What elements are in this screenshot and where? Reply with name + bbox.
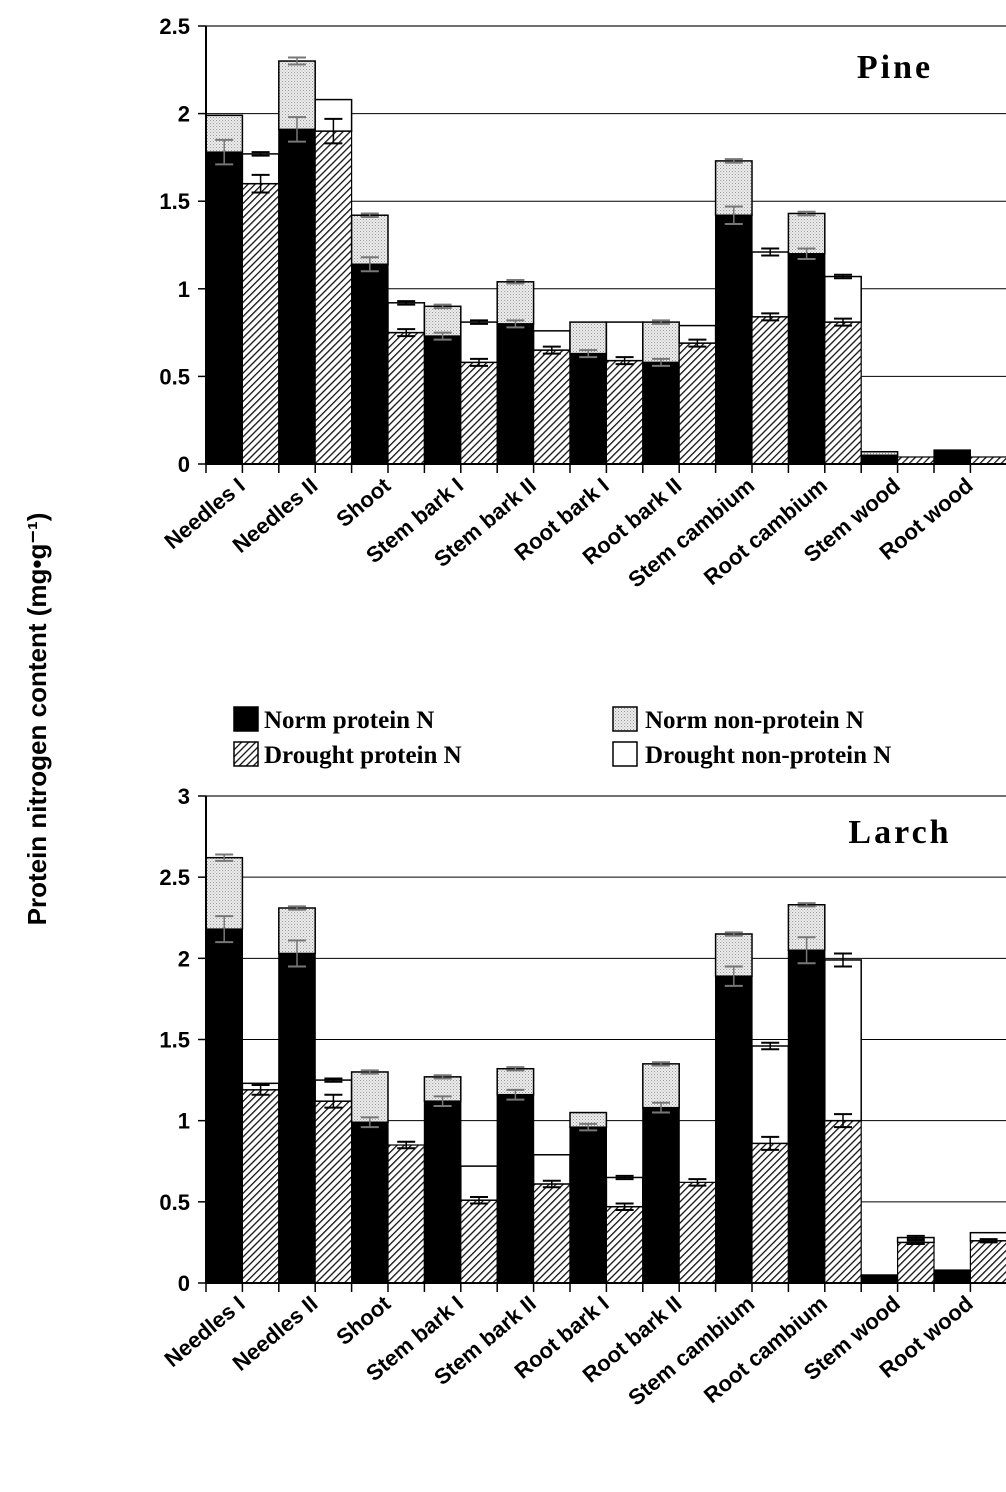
drought-protein-bar [751,316,790,465]
drought-protein-bar [387,1144,426,1284]
legend-label-norm-protein: Norm protein N [264,707,434,734]
drought-protein-bar [969,456,1006,465]
norm-nonprotein-bar [350,214,389,266]
norm-protein-bar [933,449,972,465]
y-tick-label: 2 [178,946,190,971]
norm-protein-bar [278,128,316,465]
drought-protein-bar [241,1089,280,1284]
legend-label-norm-nonprotein: Norm non-protein N [645,707,864,734]
norm-nonprotein-bar [569,321,608,355]
category-label: Stem cambium [623,473,759,593]
norm-protein-bar [860,1274,899,1284]
drought-protein-bar [605,360,644,465]
category-label: Shoot [331,1290,395,1350]
norm-nonprotein-bar [642,321,680,364]
norm-protein-bar [642,1107,680,1284]
legend-swatch-norm-protein [233,706,259,732]
norm-protein-bar [569,1126,608,1284]
panel-title: Larch [848,814,951,851]
norm-protein-bar [496,323,535,465]
drought-nonprotein-bar [460,1165,498,1201]
legend: Norm protein N Norm non-protein N Drough… [233,706,891,769]
norm-nonprotein-bar [423,305,462,337]
y-tick-label: 0 [178,452,190,477]
drought-protein-bar [824,1120,862,1284]
drought-protein-bar [605,1206,644,1284]
drought-protein-bar [387,332,426,465]
y-axis-label: Protein nitrogen content (mg•g⁻¹) [22,513,52,926]
norm-protein-bar [714,975,753,1284]
y-tick-label: 1 [178,277,190,302]
norm-protein-bar [642,361,680,465]
category-label: Root cambium [699,1291,832,1408]
norm-protein-bar [423,335,462,465]
y-tick-label: 1.5 [159,1028,190,1053]
norm-nonprotein-bar [350,1071,389,1124]
drought-nonprotein-bar [751,251,790,318]
norm-protein-bar [933,1269,972,1284]
drought-protein-bar [241,183,280,465]
norm-protein-bar [351,1121,389,1284]
drought-nonprotein-bar [605,321,644,362]
y-tick-label: 1.5 [159,189,190,214]
legend-swatch-drought-nonprotein [612,741,638,767]
drought-protein-bar [678,1181,717,1284]
category-label: Root cambium [699,473,832,590]
norm-protein-bar [351,263,389,465]
drought-nonprotein-bar [532,1154,571,1185]
drought-protein-bar [896,456,935,465]
norm-protein-bar [205,151,244,465]
norm-protein-bar [787,253,826,465]
drought-protein-bar [314,1100,353,1284]
drought-nonprotein-bar [751,1045,790,1145]
norm-nonprotein-bar [860,450,899,456]
legend-swatch-norm-nonprotein [612,706,638,732]
drought-protein-bar [314,130,353,465]
legend-label-drought-protein: Drought protein N [264,742,462,769]
y-tick-label: 2.5 [159,14,190,39]
norm-protein-bar [496,1094,535,1284]
category-label: Shoot [331,472,395,532]
drought-protein-bar [751,1142,790,1284]
norm-protein-bar [205,928,244,1284]
y-tick-label: 0 [178,1271,190,1296]
drought-protein-bar [678,342,717,465]
norm-protein-bar [423,1100,462,1284]
drought-protein-bar [532,349,571,465]
norm-protein-bar [860,454,899,465]
y-tick-label: 0.5 [159,1190,190,1215]
drought-protein-bar [460,1199,498,1284]
category-label: Stem cambium [623,1291,759,1411]
drought-protein-bar [896,1241,935,1284]
norm-protein-bar [714,214,753,465]
legend-swatch-drought-protein [233,741,259,767]
drought-nonprotein-bar [605,1176,644,1208]
drought-nonprotein-bar [460,321,498,364]
y-tick-label: 3 [178,784,190,809]
legend-label-drought-nonprotein: Drought non-protein N [645,742,891,769]
norm-protein-bar [278,952,316,1284]
drought-protein-bar [532,1183,571,1284]
norm-protein-bar [569,353,608,465]
norm-protein-bar [787,949,826,1284]
drought-nonprotein-bar [824,959,862,1122]
y-tick-label: 0.5 [159,364,190,389]
norm-nonprotein-bar [496,281,535,325]
drought-protein-bar [969,1240,1006,1284]
y-tick-label: 2.5 [159,865,190,890]
drought-protein-bar [824,321,862,465]
y-tick-label: 1 [178,1109,190,1134]
y-tick-label: 2 [178,102,190,127]
norm-nonprotein-bar [642,1063,680,1109]
panel-title: Pine [857,49,933,86]
drought-nonprotein-bar [824,275,862,323]
drought-protein-bar [460,361,498,465]
